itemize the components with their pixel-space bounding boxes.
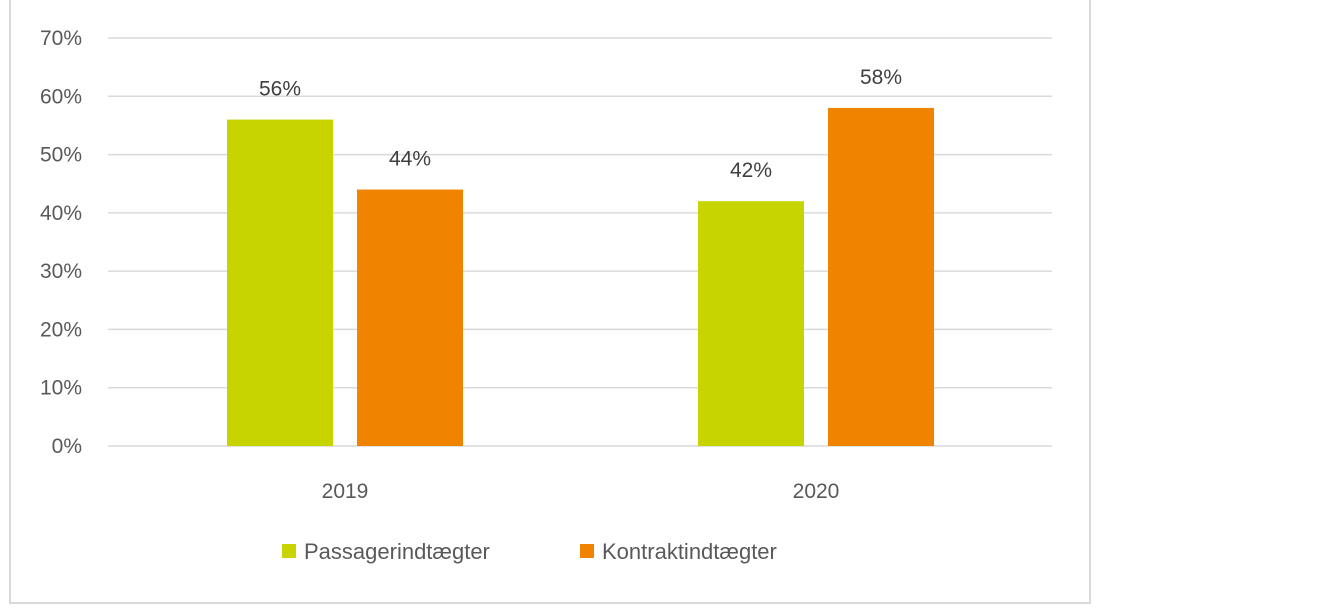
bar-2020-kontraktindtaegter [828, 107, 934, 446]
x-category-label: 2019 [322, 480, 369, 503]
y-axis-ticks: 0% 10% 20% 30% 40% 50% 60% 70% [40, 27, 82, 458]
y-tick-label: 30% [40, 260, 82, 283]
y-tick-label: 50% [40, 144, 82, 167]
legend-label: Passagerindtægter [304, 539, 490, 564]
data-label: 44% [389, 148, 431, 171]
y-tick-label: 60% [40, 85, 82, 108]
data-label: 42% [730, 159, 772, 182]
y-tick-label: 0% [52, 435, 82, 458]
bars [227, 107, 934, 447]
legend-label: Kontraktindtægter [602, 539, 777, 564]
x-category-label: 2020 [793, 480, 840, 503]
bar-2019-passagerindtaegter [227, 119, 333, 446]
y-tick-label: 70% [40, 27, 82, 50]
y-tick-label: 40% [40, 202, 82, 225]
y-tick-label: 10% [40, 377, 82, 400]
data-labels: 56% 44% 42% 58% [259, 66, 902, 182]
data-label: 58% [860, 66, 902, 89]
bar-2019-kontraktindtaegter [357, 189, 463, 447]
legend: Passagerindtægter Kontraktindtægter [282, 539, 777, 564]
legend-swatch [282, 544, 296, 558]
data-label: 56% [259, 78, 301, 101]
x-axis-categories: 2019 2020 [322, 480, 840, 503]
y-tick-label: 20% [40, 318, 82, 341]
legend-swatch [580, 544, 594, 558]
bar-2020-passagerindtaegter [698, 201, 804, 446]
